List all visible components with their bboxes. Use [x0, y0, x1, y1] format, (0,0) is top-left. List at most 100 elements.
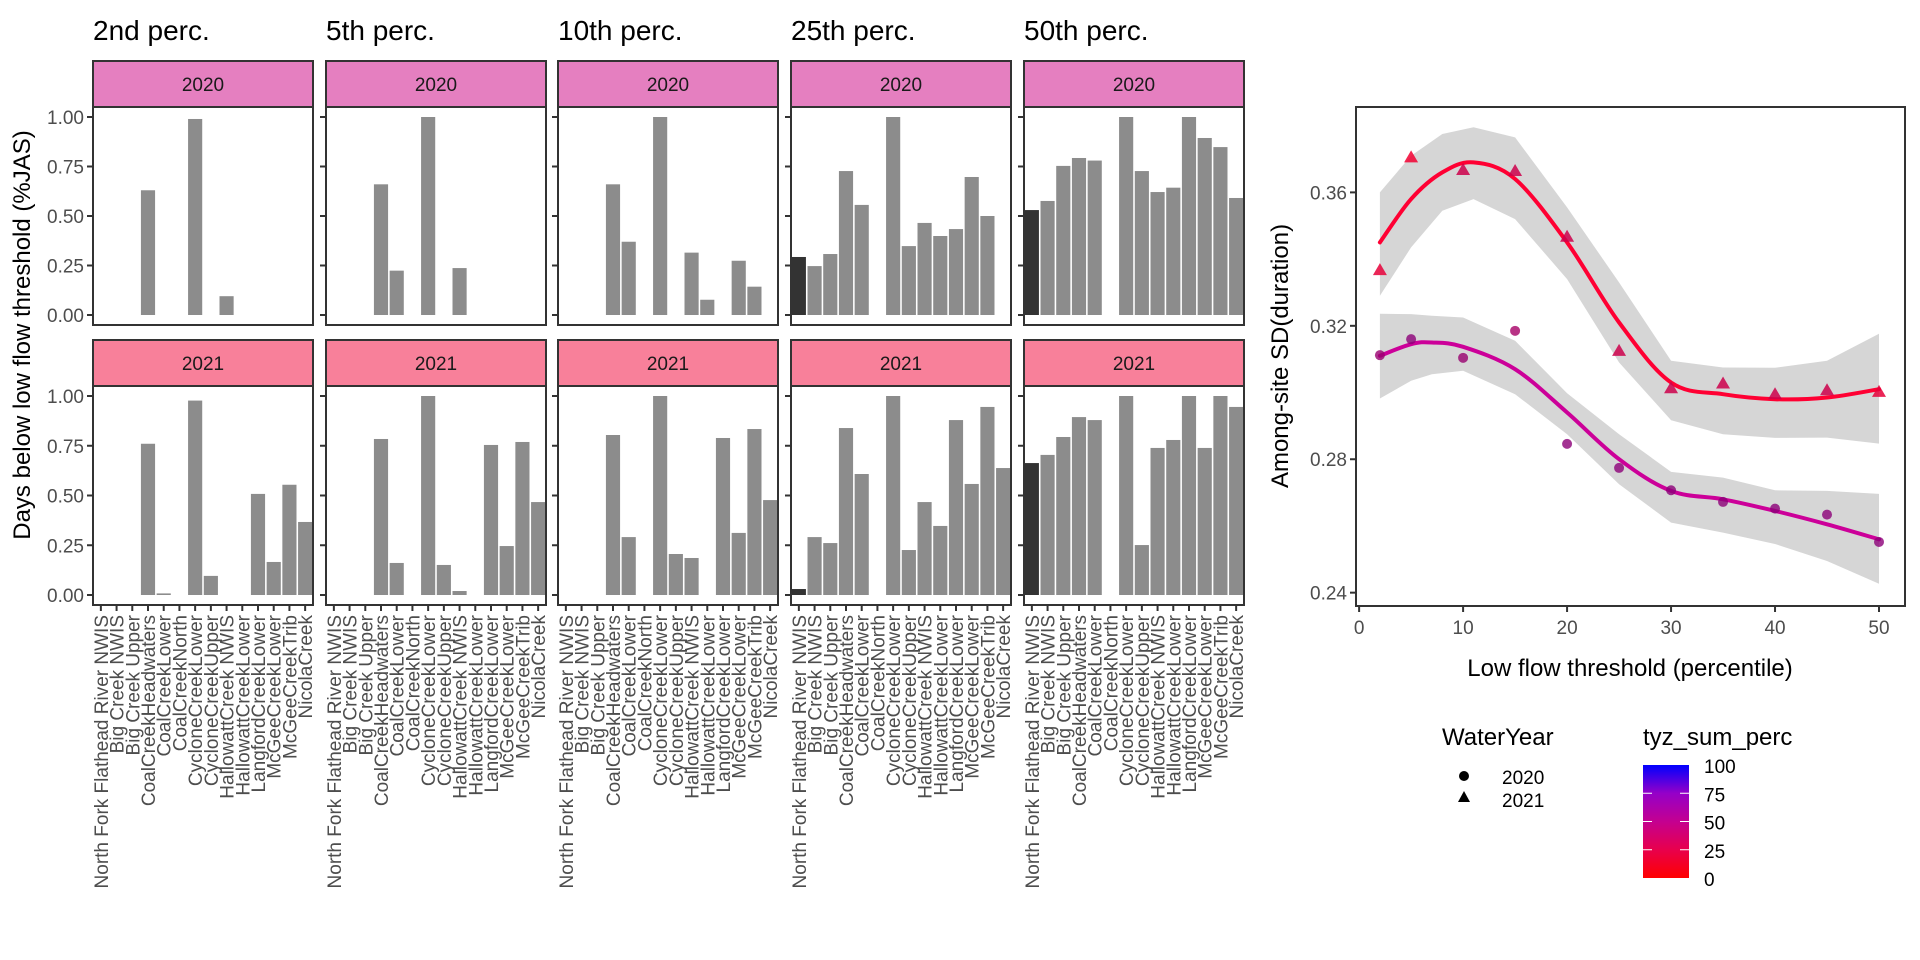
bar [188, 118, 203, 315]
colorbar-label: 100 [1704, 757, 1736, 778]
point-2020 [1666, 485, 1677, 496]
x-category-label: North Fork Flathead River NWIS [92, 615, 113, 888]
x-category-label: CycloneCreekUpper [435, 614, 456, 786]
x-category-label: CoalCreekHeadwaters [139, 615, 160, 806]
bar [1040, 454, 1055, 595]
x-category-label: HallowattCreek NWIS [916, 615, 937, 799]
bar [886, 396, 901, 595]
x-category-label: CoalCreekHeadwaters [372, 615, 393, 806]
x-category-label: HallowattCreekLower [1164, 614, 1185, 795]
facet-panel: 2020 [785, 60, 1012, 326]
strip-label: 2021 [880, 354, 922, 375]
bar [531, 502, 546, 595]
x-category-label: McGeeCreekLower [730, 614, 751, 778]
bar [1134, 171, 1149, 315]
facet-title: 2nd perc. [93, 15, 210, 46]
bar [1119, 396, 1134, 595]
x-category-label: CycloneCreekLower [884, 614, 905, 786]
bar [219, 296, 234, 315]
facet-title: 5th perc. [326, 15, 435, 46]
bar [515, 441, 530, 595]
facet-strip [790, 60, 1012, 108]
bar [621, 241, 636, 315]
bar [901, 550, 916, 595]
bar [1024, 210, 1039, 315]
bar [747, 286, 762, 315]
strip-label: 2021 [182, 354, 224, 375]
facet-title: 10th perc. [558, 15, 683, 46]
point-2021 [1820, 383, 1835, 396]
x-category-label: HallowattCreek NWIS [451, 615, 472, 799]
bar [250, 493, 266, 595]
bar [452, 591, 467, 595]
bar [499, 546, 514, 595]
legend-label-2020: 2020 [1502, 768, 1544, 789]
ci-ribbon-2021 [1379, 127, 1879, 444]
x-category-label: CycloneCreekUpper [900, 614, 921, 786]
bar [1213, 147, 1228, 315]
bar [1024, 463, 1039, 595]
y-tick-label: 0.24 [1310, 584, 1347, 605]
bar [1087, 420, 1102, 595]
bar [389, 562, 404, 595]
legend-title-wateryear: WaterYear [1442, 724, 1554, 751]
x-category-label: North Fork Flathead River NWIS [557, 615, 578, 888]
y-tick-label: 0.32 [1310, 317, 1347, 338]
x-category-label: Big Creek Upper [123, 614, 144, 755]
bar [298, 521, 313, 595]
x-category-label: McGeeCreekTrib [513, 615, 534, 759]
point-2020 [1406, 334, 1417, 345]
point-2021 [1664, 381, 1679, 394]
bar [483, 444, 499, 595]
bar [933, 235, 948, 315]
x-category-label: North Fork Flathead River NWIS [790, 615, 811, 888]
bar [791, 256, 806, 315]
bar [700, 299, 715, 315]
x-category-label: McGeeCreekLower [265, 614, 286, 778]
bar [188, 400, 203, 595]
colorbar-label: 0 [1704, 870, 1715, 891]
point-2021 [1404, 150, 1419, 163]
y-tick-label: 1.00 [47, 387, 84, 408]
bar [791, 589, 806, 595]
bar [421, 117, 436, 315]
y-tick-label: 0.50 [47, 207, 84, 228]
bar [1213, 396, 1228, 595]
facet-panel: 2021 North Fork Flathead River NWIS Big Cr… [785, 339, 1015, 888]
legend-label-2021: 2021 [1502, 791, 1544, 812]
x-category-label: CoalCreekHeadwaters [604, 615, 625, 806]
ci-ribbon-2020 [1379, 313, 1879, 584]
faceted-bar-chart: Days below low flow threshold (%JAS) 2nd… [9, 15, 1248, 888]
strip-label: 2021 [415, 354, 457, 375]
x-category-label: CycloneCreekLower [651, 614, 672, 786]
x-category-label: Big Creek Upper [821, 614, 842, 755]
facet-strip [790, 339, 1012, 387]
bar [1229, 406, 1244, 595]
bar [1229, 197, 1244, 315]
facet-panel: 2020 [320, 60, 547, 326]
bar [1166, 439, 1181, 595]
x-category-label: CoalCreekNorth [1101, 615, 1122, 751]
colorbar-ticks: 0 25 50 75 100 [1643, 757, 1736, 891]
x-category-label: NicolaCreek [994, 615, 1015, 719]
bar [653, 396, 668, 595]
bar [807, 537, 822, 595]
x-category-label: HallowattCreekLower [931, 614, 952, 795]
bar [854, 204, 869, 315]
x-tick-label: 0 [1354, 618, 1365, 639]
x-category-label: Big Creek Upper [588, 614, 609, 755]
bar [156, 593, 171, 595]
bar [1071, 157, 1087, 315]
x-category-label: LangfordCreekLower [714, 614, 735, 792]
facet-strip [92, 339, 314, 387]
x-category-label: CoalCreekLower [1086, 614, 1107, 756]
x-category-label: North Fork Flathead River NWIS [1023, 615, 1044, 888]
bar [933, 525, 948, 595]
x-category-label: McGeeCreekTrib [1211, 615, 1232, 759]
bar [731, 532, 746, 595]
point-2021 [1456, 163, 1471, 176]
bar [917, 502, 932, 595]
